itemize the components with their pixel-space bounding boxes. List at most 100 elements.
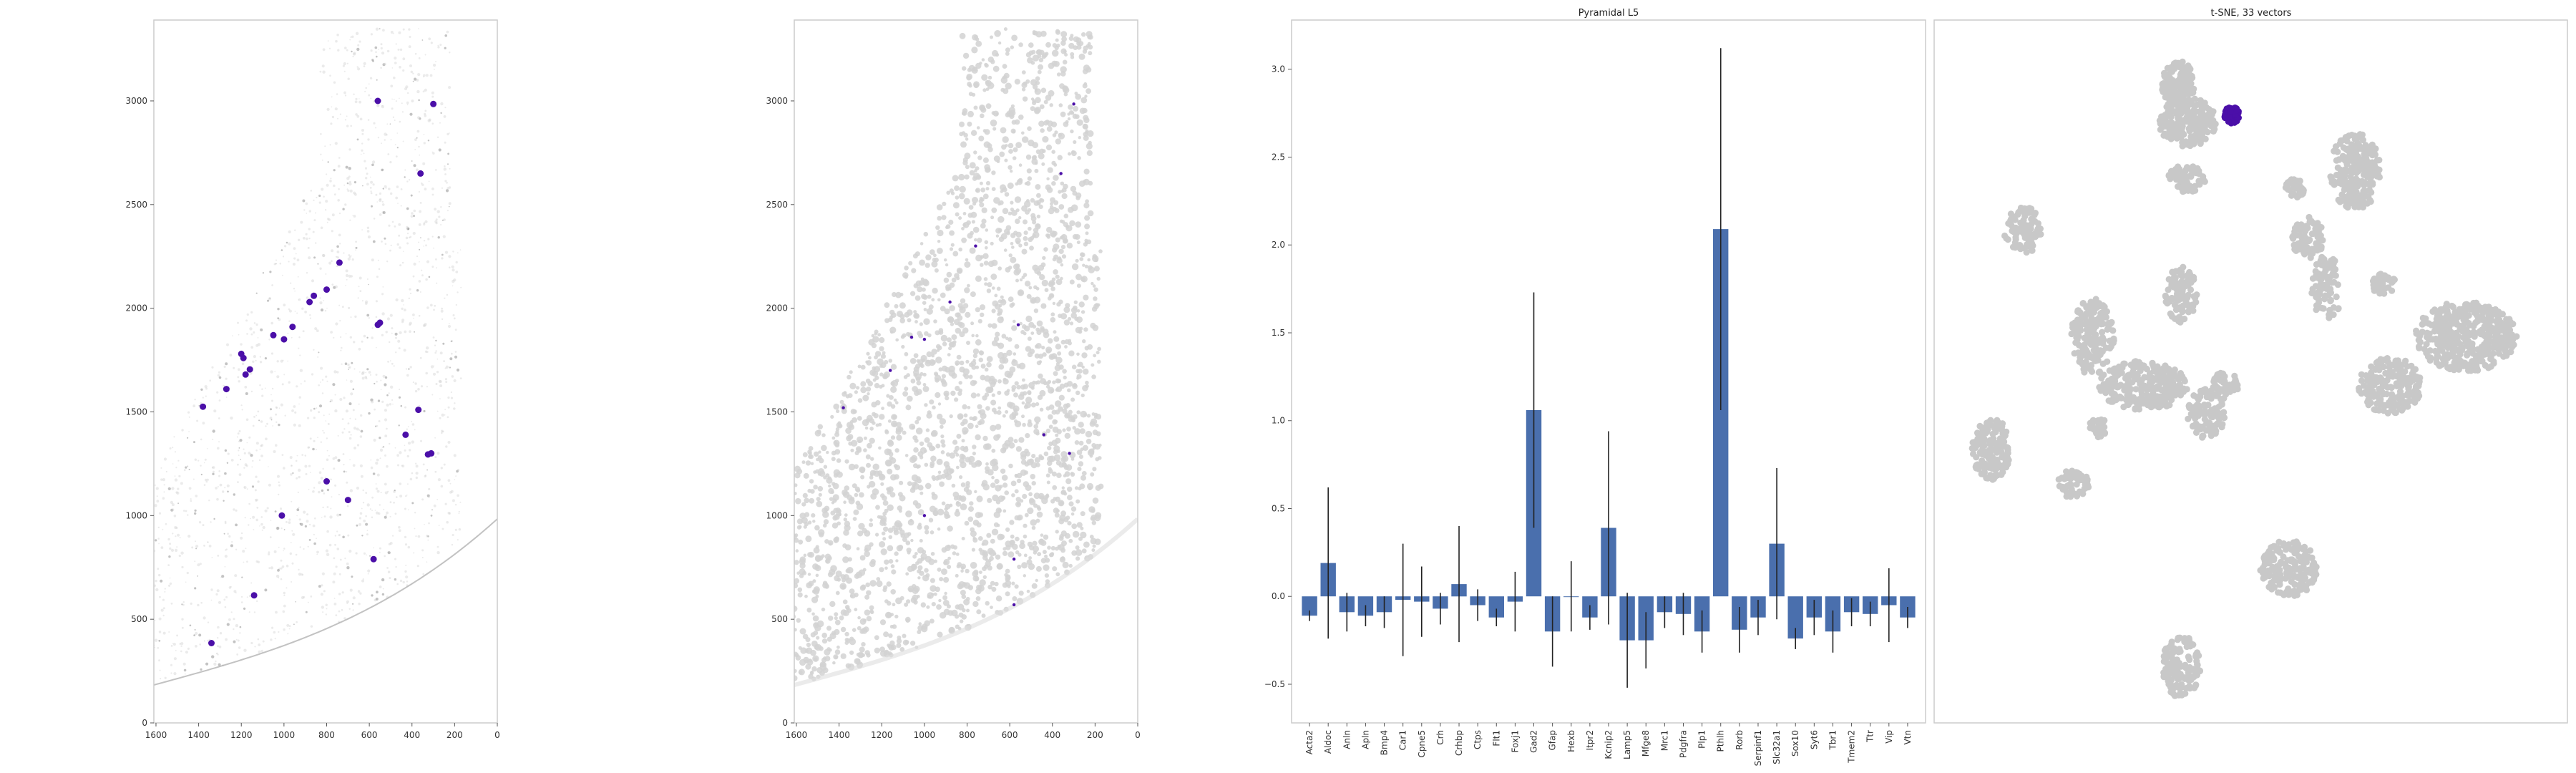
tissue-dot [844, 513, 848, 517]
tissue-dot [1044, 554, 1048, 558]
tissue-dot [444, 180, 447, 183]
tissue-dot [308, 237, 311, 240]
tissue-dot [1020, 392, 1025, 397]
tissue-dot [942, 595, 948, 601]
tissue-dot [298, 336, 301, 339]
tissue-dot [875, 533, 879, 537]
tissue-dot [1092, 467, 1097, 472]
tissue-dot [319, 301, 323, 305]
tissue-dot [1039, 455, 1044, 460]
tissue-dot [290, 282, 292, 284]
tissue-dot [228, 618, 231, 621]
tissue-dot [226, 462, 229, 464]
tissue-dot [932, 405, 936, 410]
tissue-dot [293, 405, 296, 408]
tissue-dot [1081, 471, 1087, 476]
tissue-dot [432, 152, 435, 155]
tissue-dot [1014, 584, 1019, 589]
tissue-dot [848, 463, 856, 471]
tissue-dot [1024, 512, 1029, 517]
tissue-dot [197, 460, 200, 462]
tissue-dot [943, 469, 949, 475]
tissue-dot [884, 566, 888, 570]
tissue-dot [389, 501, 392, 504]
tissue-dot [1079, 326, 1083, 331]
tissue-dot [299, 369, 303, 372]
tissue-dot [1082, 385, 1088, 392]
tissue-dot [1076, 240, 1080, 245]
tissue-dot [834, 612, 839, 617]
tsne-point [2163, 74, 2170, 82]
tissue-dot [270, 321, 274, 325]
tissue-dot [367, 569, 371, 573]
tissue-dot [449, 52, 451, 54]
tissue-dot [1044, 573, 1049, 578]
tissue-dot [1028, 563, 1035, 570]
tissue-dot [351, 50, 353, 53]
tissue-dot [384, 376, 388, 379]
tissue-dot [401, 102, 403, 104]
tissue-dot [1001, 144, 1007, 150]
tissue-dot [423, 324, 425, 326]
x-tick-label: Crhbp [1454, 730, 1464, 756]
tissue-dot [1063, 375, 1067, 380]
tissue-dot [379, 504, 381, 506]
tissue-dot [867, 392, 870, 396]
tissue-dot [208, 500, 210, 502]
tissue-dot [1001, 475, 1008, 481]
tissue-dot [426, 351, 429, 354]
tissue-dot [363, 519, 366, 522]
tissue-dot [849, 382, 857, 390]
tissue-dot [216, 497, 219, 501]
tissue-dot [1000, 233, 1008, 240]
tissue-dot [339, 558, 342, 561]
tissue-dot [361, 300, 364, 302]
tissue-dot [799, 568, 806, 575]
tissue-dot [887, 490, 892, 495]
tissue-dot [952, 175, 959, 182]
tissue-dot [866, 590, 872, 595]
tissue-dot [836, 578, 841, 582]
x-tick-label: Mrc1 [1659, 730, 1669, 751]
tissue-dot [246, 596, 248, 598]
tissue-dot [434, 344, 436, 346]
tissue-dot [1034, 107, 1041, 114]
tissue-dot [957, 603, 965, 611]
tissue-dot [408, 45, 411, 49]
tissue-dot [1067, 495, 1073, 500]
tissue-dot [807, 573, 811, 576]
tissue-dot [945, 263, 949, 267]
tissue-dot [925, 428, 930, 432]
tissue-dot [832, 498, 837, 503]
tissue-dot [195, 540, 196, 543]
tissue-dot [245, 392, 248, 395]
tissue-dot [987, 584, 992, 590]
tissue-dot [313, 533, 315, 536]
tissue-dot [333, 286, 336, 289]
tissue-dot [1045, 94, 1052, 101]
tissue-dot [914, 251, 920, 257]
tissue-dot [434, 304, 436, 307]
tissue-dot [867, 442, 872, 449]
tissue-dot [1018, 163, 1023, 167]
tissue-dot [403, 349, 406, 352]
bar [1488, 596, 1504, 618]
tissue-dot [794, 675, 798, 681]
tissue-dot [1058, 132, 1065, 140]
tissue-dot [399, 66, 401, 69]
tissue-dot [849, 370, 853, 374]
tissue-dot [300, 522, 303, 526]
tissue-dot [940, 334, 948, 342]
tissue-dot [1045, 52, 1049, 56]
tissue-dot [337, 434, 339, 437]
tissue-dot [418, 241, 420, 243]
tissue-dot [337, 165, 341, 168]
tissue-dot [375, 316, 378, 319]
tissue-dot [310, 595, 313, 598]
tsne-point [2179, 104, 2186, 112]
tissue-dot [1033, 424, 1038, 429]
tissue-dot [1012, 543, 1018, 550]
tissue-dot [411, 212, 414, 215]
tissue-dot [1027, 422, 1033, 427]
tissue-dot [307, 446, 310, 449]
